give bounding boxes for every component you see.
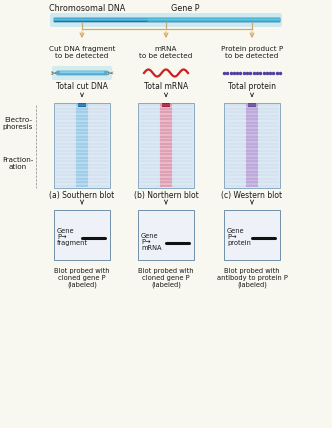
Text: (b) Northern blot: (b) Northern blot xyxy=(133,190,199,199)
Text: Gene: Gene xyxy=(227,228,245,234)
Bar xyxy=(78,103,86,107)
Text: P→: P→ xyxy=(57,234,66,240)
FancyBboxPatch shape xyxy=(54,18,280,20)
Bar xyxy=(162,103,170,107)
Text: Total protein: Total protein xyxy=(228,81,276,90)
Text: Blot probed with
cloned gene P
(labeled): Blot probed with cloned gene P (labeled) xyxy=(54,268,110,288)
Text: (c) Western blot: (c) Western blot xyxy=(221,190,283,199)
FancyBboxPatch shape xyxy=(50,13,282,27)
Bar xyxy=(246,104,258,187)
Text: Protein product P
to be detected: Protein product P to be detected xyxy=(221,45,283,59)
Text: P→: P→ xyxy=(227,234,236,240)
Bar xyxy=(248,103,256,107)
Text: mRNA: mRNA xyxy=(141,244,161,250)
Text: P→: P→ xyxy=(141,238,150,244)
Bar xyxy=(160,104,172,187)
Text: fragment: fragment xyxy=(57,240,88,246)
Text: ✂: ✂ xyxy=(107,68,114,77)
Text: Fraction-
ation: Fraction- ation xyxy=(2,157,34,169)
Text: Blot probed with
antibody to protein P
(labeled): Blot probed with antibody to protein P (… xyxy=(216,268,288,288)
Bar xyxy=(138,103,194,188)
Text: Electro-
phoresis: Electro- phoresis xyxy=(3,116,33,130)
Text: mRNA
to be detected: mRNA to be detected xyxy=(139,45,193,59)
Bar xyxy=(76,104,88,187)
FancyBboxPatch shape xyxy=(148,18,280,22)
Bar xyxy=(224,210,280,260)
Text: Blot probed with
cloned gene P
(labeled): Blot probed with cloned gene P (labeled) xyxy=(138,268,194,288)
Text: Cut DNA fragment
to be detected: Cut DNA fragment to be detected xyxy=(49,45,115,59)
Text: Total cut DNA: Total cut DNA xyxy=(56,81,108,90)
Text: ✂: ✂ xyxy=(50,68,57,77)
Text: Gene: Gene xyxy=(57,228,75,234)
Text: Gene: Gene xyxy=(141,232,159,238)
Bar xyxy=(224,103,280,188)
FancyBboxPatch shape xyxy=(56,71,107,75)
Text: protein: protein xyxy=(227,240,251,246)
FancyBboxPatch shape xyxy=(54,18,280,22)
FancyBboxPatch shape xyxy=(60,71,104,73)
FancyBboxPatch shape xyxy=(54,19,280,21)
FancyBboxPatch shape xyxy=(52,66,112,80)
Bar xyxy=(54,210,110,260)
Bar xyxy=(138,210,194,260)
Bar xyxy=(54,103,110,188)
Text: Total mRNA: Total mRNA xyxy=(144,81,188,90)
Text: Chromosomal DNA: Chromosomal DNA xyxy=(49,3,125,12)
Text: (a) Southern blot: (a) Southern blot xyxy=(49,190,115,199)
Text: Gene P: Gene P xyxy=(171,3,199,12)
